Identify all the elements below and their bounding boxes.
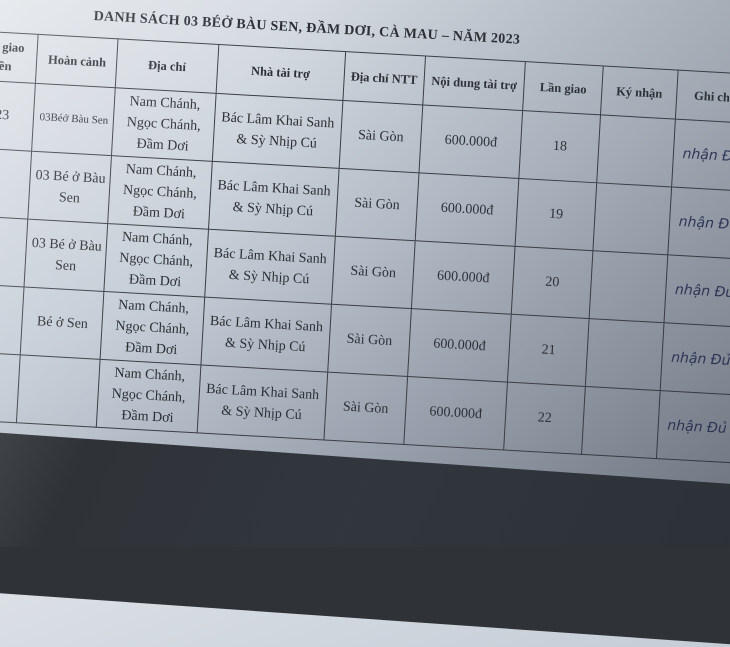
cell-note: nhận Đủ: [667, 187, 730, 259]
column-header: Địa chỉ: [116, 39, 219, 94]
cell-date: [0, 147, 32, 219]
cell-situation: 03 Bé ở Bàu Sen: [28, 151, 112, 223]
column-header: Lần giao: [523, 62, 604, 115]
cell-note: nhận Đủ: [664, 255, 730, 327]
column-header: Ký nhận: [601, 66, 678, 119]
cell-date: 023: [0, 79, 36, 151]
cell-sponsor-address: Sài Gòn: [324, 372, 408, 444]
column-header: gày giao tiền: [0, 30, 38, 83]
column-header: Ghi chú: [675, 70, 730, 123]
distribution-table: gày giao tiềnHoàn cảnhĐịa chỉNhà tài trợ…: [0, 30, 730, 463]
cell-signature: [589, 251, 667, 323]
column-header: Nội dung tài trợ: [423, 56, 526, 111]
column-header: Nhà tài trợ: [216, 44, 346, 100]
cell-signature: [593, 183, 671, 255]
cell-sponsor: Bác Lâm Khai Sanh & Sỳ Nhịp Cú: [200, 297, 331, 372]
cell-delivery: 20: [511, 246, 593, 318]
cell-sponsor: Bác Lâm Khai Sanh & Sỳ Nhịp Cú: [208, 161, 339, 236]
cell-sponsor: Bác Lâm Khai Sanh & Sỳ Nhịp Cú: [204, 229, 335, 304]
cell-situation: [17, 355, 101, 427]
cell-delivery: 22: [504, 382, 586, 454]
cell-delivery: 21: [508, 314, 590, 386]
cell-content: 600.000đ: [404, 377, 508, 450]
document-sheet: DANH SÁCH 03 BÉỞ BÀU SEN, ĐẦM DƠI, CÀ MA…: [0, 0, 730, 493]
cell-sponsor-address: Sài Gòn: [339, 100, 423, 172]
cell-sponsor: Bác Lâm Khai Sanh & Sỳ Nhịp Cú: [212, 93, 343, 168]
cell-signature: [597, 115, 675, 187]
cell-address: Nam Chánh, Ngọc Chánh, Đầm Dơi: [112, 88, 216, 161]
column-header: Địa chỉ NTT: [343, 52, 426, 105]
cell-delivery: 18: [519, 111, 601, 183]
cell-situation: Bé ở Sen: [20, 287, 104, 359]
cell-sponsor: Bác Lâm Khai Sanh & Sỳ Nhịp Cú: [197, 365, 328, 440]
cell-content: 600.000đ: [419, 105, 523, 178]
cell-note: nhận Đủ: [656, 391, 730, 463]
column-header: Hoàn cảnh: [36, 34, 119, 87]
cell-address: Nam Chánh, Ngọc Chánh, Đầm Dơi: [104, 224, 208, 297]
cell-situation: 03 Bé ở Bàu Sen: [24, 219, 108, 291]
cell-situation: 03Béở Bàu Sen: [32, 83, 116, 155]
cell-content: 600.000đ: [415, 173, 519, 246]
cell-sponsor-address: Sài Gòn: [328, 304, 412, 376]
cell-address: Nam Chánh, Ngọc Chánh, Đầm Dơi: [101, 291, 205, 364]
cell-delivery: 19: [515, 178, 597, 250]
cell-sponsor-address: Sài Gòn: [331, 236, 415, 308]
cell-content: 600.000đ: [408, 309, 512, 382]
cell-content: 600.000đ: [411, 241, 515, 314]
cell-signature: [582, 386, 660, 458]
cell-note: nhận Đủ: [671, 119, 730, 191]
cell-signature: [586, 319, 664, 391]
cell-note: nhận Đủ: [660, 323, 730, 395]
cell-address: Nam Chánh, Ngọc Chánh, Đầm Dơi: [97, 359, 201, 432]
cell-address: Nam Chánh, Ngọc Chánh, Đầm Dơi: [108, 156, 212, 229]
cell-sponsor-address: Sài Gòn: [335, 168, 419, 240]
